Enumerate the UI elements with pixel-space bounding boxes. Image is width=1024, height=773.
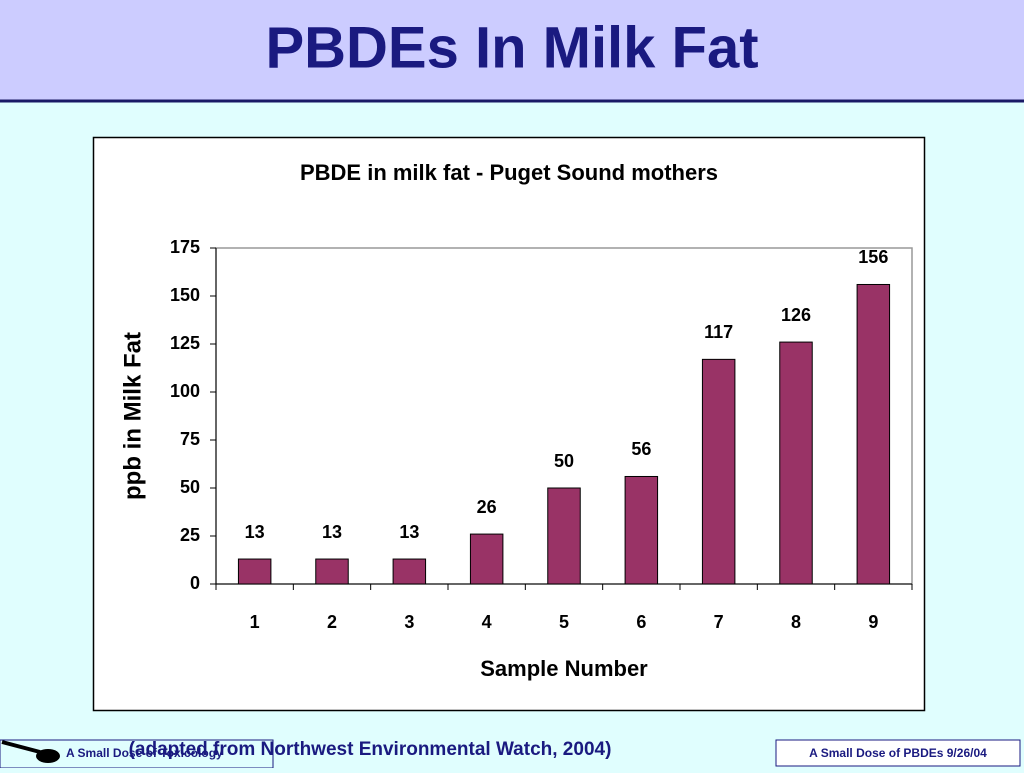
x-tick-label: 1 [250, 612, 260, 632]
x-tick-label: 4 [482, 612, 492, 632]
spoon-bowl [36, 749, 60, 763]
spoon-handle [1, 740, 41, 754]
value-label: 126 [781, 305, 811, 325]
footer-right-box [775, 739, 1021, 767]
y-tick-label: 25 [180, 525, 200, 545]
x-tick-label: 7 [714, 612, 724, 632]
bar [392, 558, 427, 585]
slide-title: PBDEs In Milk Fat [265, 15, 758, 80]
footer-right: A Small Dose of PBDEs 9/26/04 [809, 746, 987, 760]
bar [237, 558, 272, 585]
y-axis-title: ppb in Milk Fat [119, 332, 146, 500]
value-label: 13 [322, 522, 342, 542]
y-tick-label: 75 [180, 429, 200, 449]
title-band [0, 0, 1024, 100]
bar [701, 358, 736, 585]
x-axis-title: Sample Number [480, 656, 648, 681]
value-label: 13 [245, 522, 265, 542]
chart-title: PBDE in milk fat - Puget Sound mothers [300, 160, 718, 185]
caption: (adapted from Northwest Environmental Wa… [129, 739, 612, 760]
bar [547, 487, 581, 585]
x-tick-label: 5 [559, 612, 569, 632]
y-tick-label: 100 [170, 381, 200, 401]
y-tick-label: 175 [170, 237, 200, 257]
value-label: 117 [704, 322, 733, 342]
x-tick-label: 9 [868, 612, 878, 632]
bar [856, 283, 891, 585]
x-tick-label: 6 [636, 612, 646, 632]
x-tick-label: 8 [791, 612, 801, 632]
value-label: 56 [631, 439, 651, 459]
bar [779, 341, 813, 585]
spoon-icon [1, 740, 60, 763]
value-label: 50 [554, 451, 574, 471]
x-tick-label: 3 [404, 612, 414, 632]
y-tick-label: 0 [190, 573, 200, 593]
value-label: 156 [858, 247, 888, 267]
bar [624, 475, 659, 585]
y-tick-label: 125 [170, 333, 200, 353]
bar [315, 558, 349, 585]
footer-left: A Small Dose of Toxicology [66, 746, 223, 760]
bar [469, 533, 504, 585]
value-label: 13 [399, 522, 419, 542]
x-tick-label: 2 [327, 612, 337, 632]
value-label: 26 [477, 497, 497, 517]
y-tick-label: 150 [170, 285, 200, 305]
y-tick-label: 50 [180, 477, 200, 497]
